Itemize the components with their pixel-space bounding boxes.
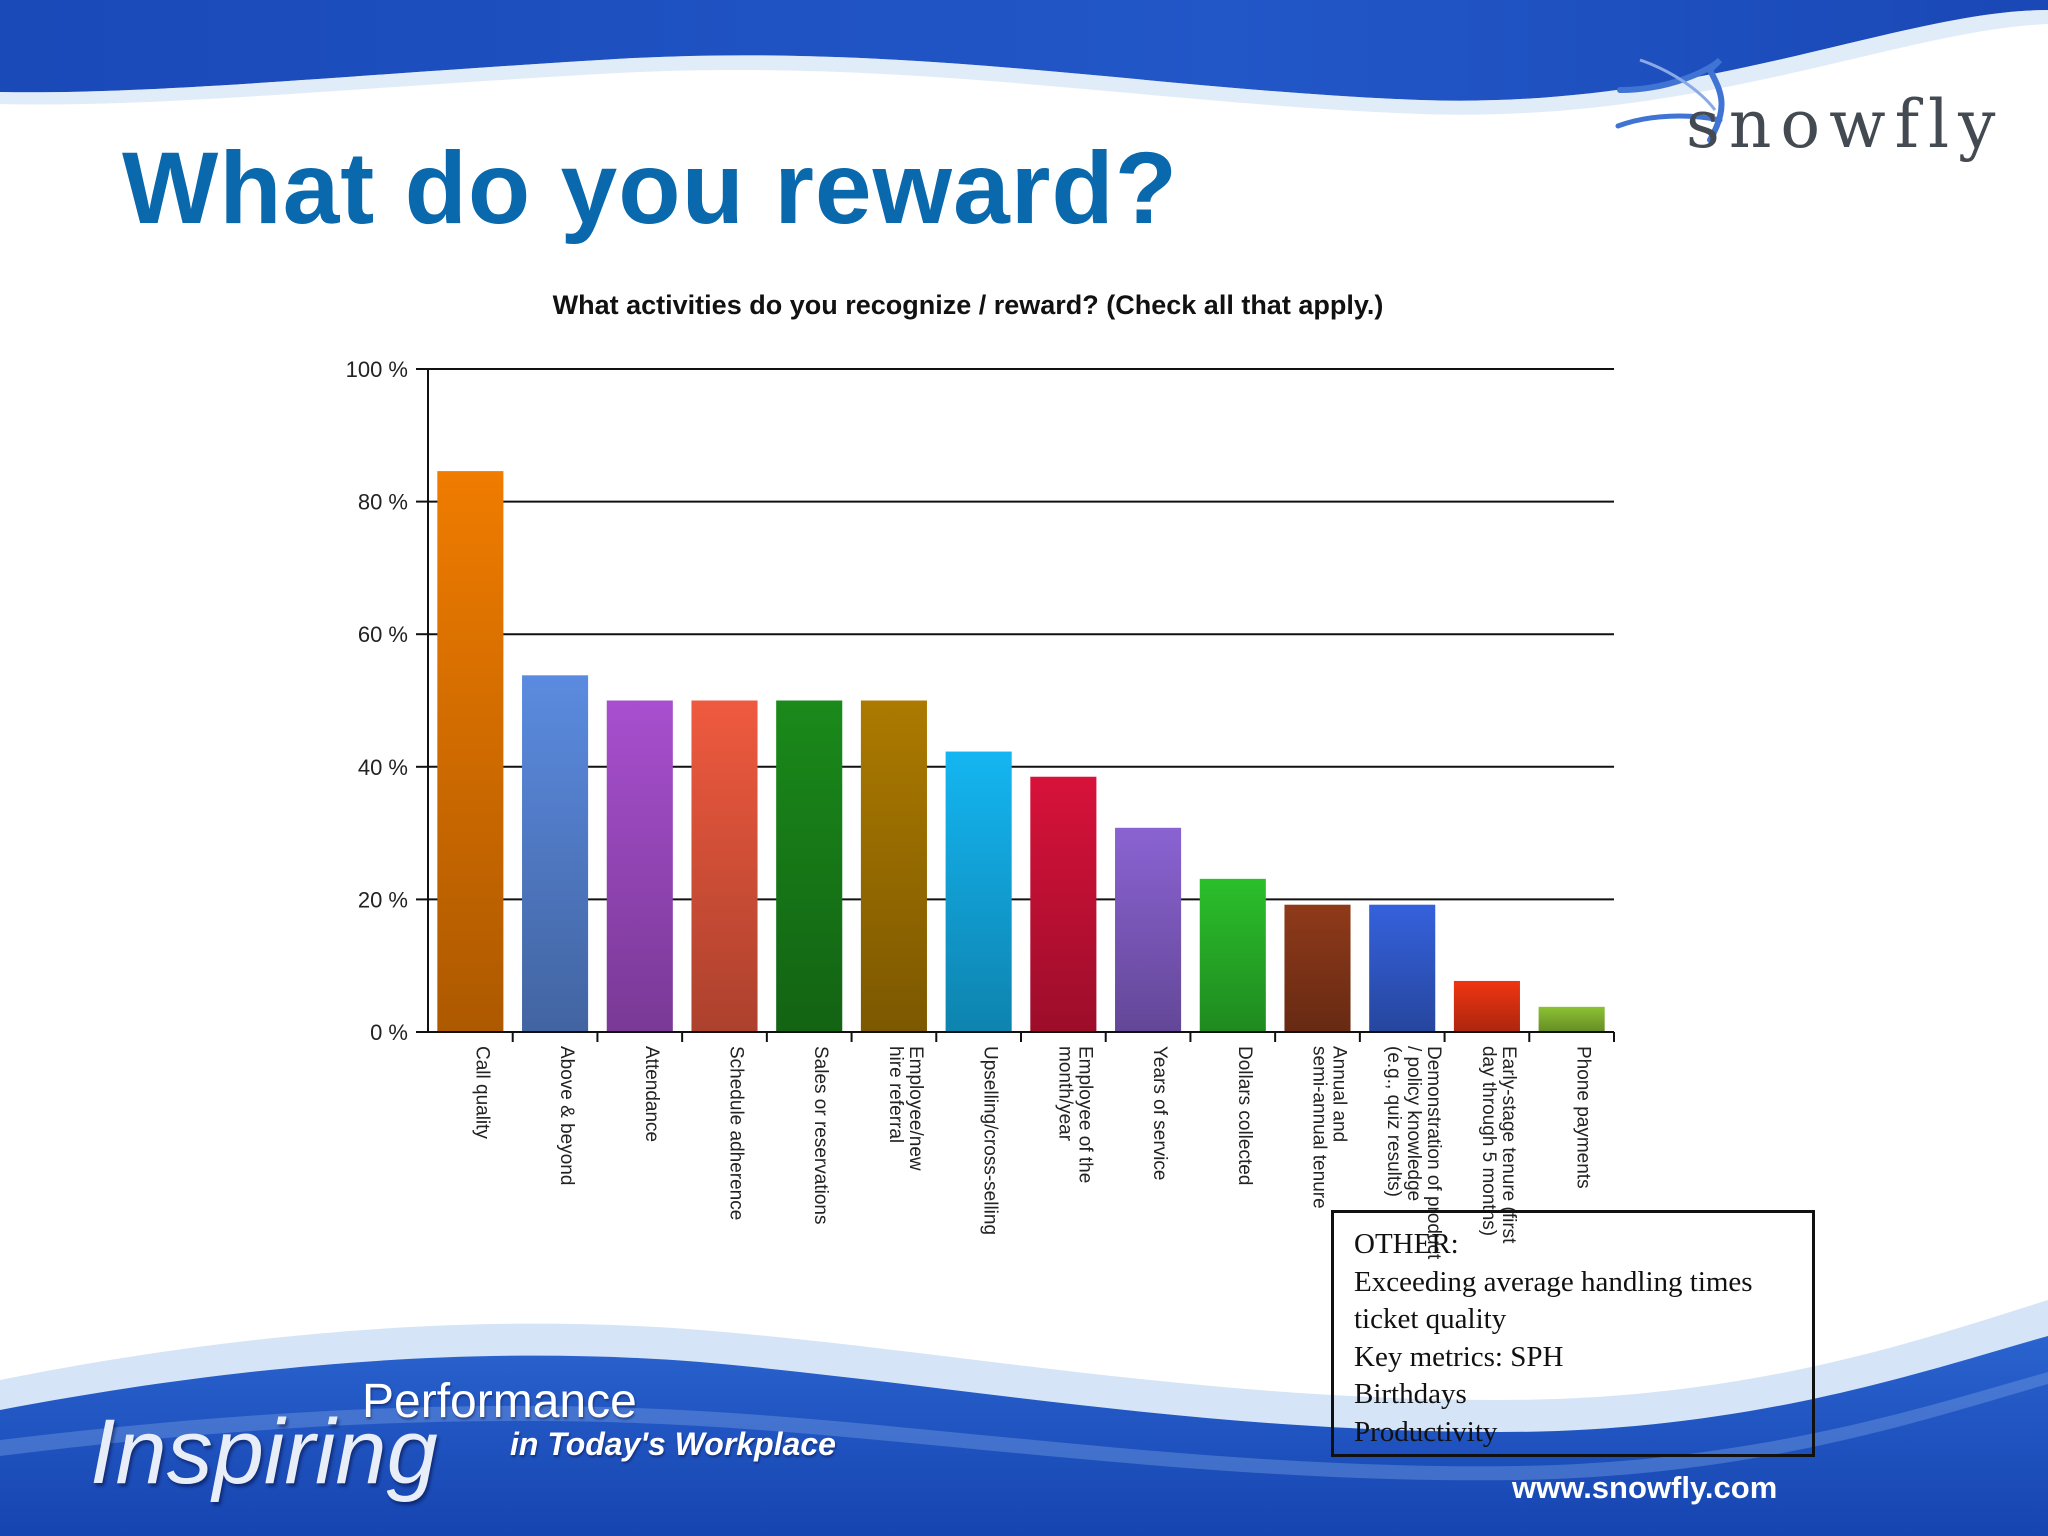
category-label: Employee of the (1074, 1046, 1095, 1183)
category-label: month/year (1054, 1046, 1075, 1142)
footer-url-link[interactable]: www.snowfly.com (1512, 1470, 1778, 1505)
category-label: Above & beyond (556, 1046, 577, 1185)
tagline-top: Performance (362, 1375, 637, 1428)
tagline-main: Inspiring (90, 1401, 438, 1503)
bar (1284, 904, 1351, 1032)
gridlines (428, 368, 1614, 901)
category-label: day through 5 months) (1478, 1046, 1499, 1236)
category-label: Call quality (471, 1046, 492, 1139)
bottom-wave (0, 1336, 2048, 1536)
category-label: (e.g., quiz results) (1383, 1046, 1404, 1197)
y-tick-label: 0 % (370, 1020, 408, 1045)
category-label: Employee/new (905, 1046, 926, 1171)
category-label: semi-annual tenure (1309, 1046, 1330, 1209)
bar (860, 700, 927, 1032)
bars (437, 471, 1605, 1032)
y-tick-label: 100 % (346, 357, 408, 382)
bar (1199, 878, 1266, 1032)
y-tick-label: 20 % (358, 887, 408, 912)
tagline-sub: in Today's Workplace (510, 1426, 836, 1462)
bar (1369, 904, 1436, 1032)
category-label: hire referral (885, 1046, 906, 1143)
category-label: Demonstration of product (1423, 1046, 1444, 1260)
top-wave (0, 0, 2048, 101)
category-label: / policy knowledge (1403, 1046, 1424, 1201)
other-item: ticket quality (1354, 1303, 1507, 1335)
category-label: Upselling/cross-selling (980, 1046, 1001, 1235)
bar (522, 675, 589, 1032)
category-label: Dollars collected (1234, 1046, 1255, 1185)
slide-title: What do you reward? (122, 131, 1179, 245)
bar (437, 471, 504, 1032)
bar (776, 700, 843, 1032)
footer-tagline: Inspiring Performance in Today's Workpla… (90, 1370, 870, 1510)
other-item: Key metrics: SPH (1354, 1340, 1564, 1373)
category-label: Attendance (641, 1046, 662, 1142)
category-label: Annual and (1329, 1046, 1350, 1142)
category-labels: Call quality Above & beyond Attendance Sche… (471, 1046, 1593, 1260)
other-heading: OTHER: (1354, 1228, 1459, 1260)
bar (1115, 827, 1182, 1032)
snowfly-logo: snowfly (1610, 30, 2040, 190)
logo-wordmark: snowfly (1686, 86, 2005, 163)
bar (1538, 1006, 1605, 1032)
other-responses-box: OTHER: Exceeding average handling times … (1331, 1210, 1815, 1457)
category-label: Sales or reservations (810, 1046, 831, 1224)
category-label: Phone payments (1573, 1046, 1594, 1189)
axes: 0 % 20 % 40 % 60 % 80 % 100 % (346, 357, 1615, 1045)
bar (945, 751, 1012, 1032)
y-tick-label: 80 % (358, 490, 408, 515)
category-label: Schedule adherence (726, 1046, 747, 1220)
other-item: Birthdays (1354, 1378, 1467, 1410)
category-label: Years of service (1149, 1046, 1170, 1180)
category-label: Early-stage tenure (first (1498, 1046, 1519, 1244)
bar (1030, 776, 1097, 1032)
other-item: Exceeding average handling times (1354, 1265, 1753, 1298)
bar (606, 700, 673, 1032)
bar (1453, 980, 1520, 1032)
logo-swoosh-icon (1615, 57, 1725, 143)
other-item: Productivity (1354, 1415, 1498, 1448)
bar (691, 700, 758, 1032)
chart-title: What activities do you recognize / rewar… (553, 290, 1384, 320)
y-tick-label: 40 % (358, 755, 408, 780)
y-tick-label: 60 % (358, 622, 408, 647)
